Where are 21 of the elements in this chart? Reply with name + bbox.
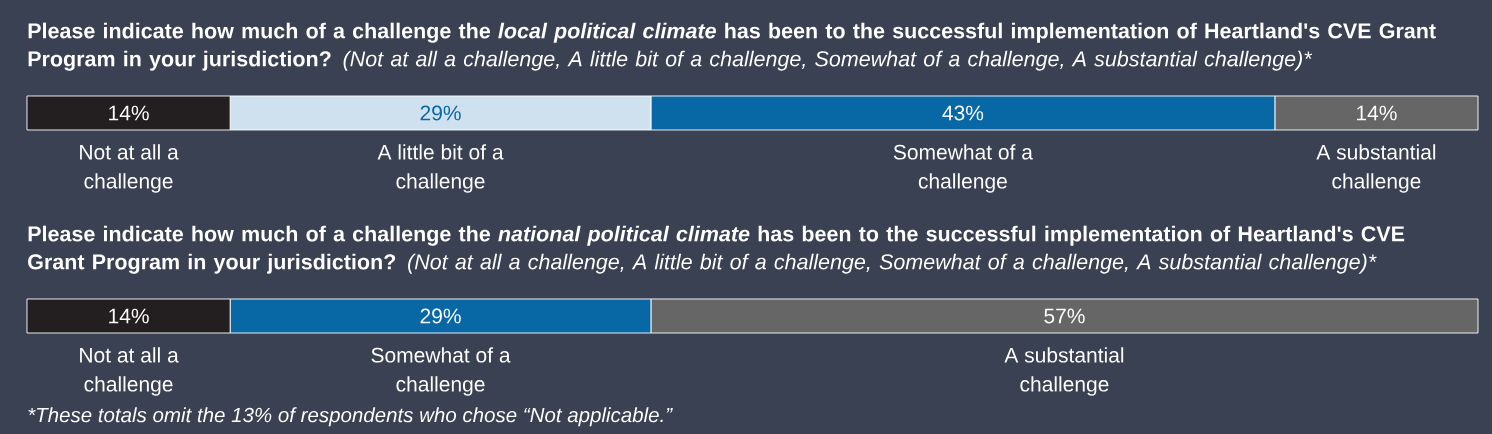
data-label: 14%	[109, 105, 149, 121]
data-label: 14%	[109, 308, 149, 324]
text: *These totals omit the 13% of respondents who chose “Not applicable.”	[28, 407, 673, 427]
series-label: Somewhat of a challenge	[371, 347, 511, 396]
series-label: Not at all a challenge	[80, 347, 179, 396]
data-label: 29%	[420, 308, 461, 324]
series-label: A substantial challenge	[1316, 144, 1436, 193]
series-label: Not at all a challenge	[80, 144, 179, 193]
chart-title: Please indicate how much of a challenge the national political climate has been to the successful implementation of Heartland's CVE	[28, 225, 1405, 246]
data-label: 43%	[942, 105, 984, 121]
data-label: 57%	[1044, 308, 1085, 324]
chart-title: Please indicate how much of a challenge the local political climate has been to the successful implementation of Heartland's CVE Grant	[28, 22, 1436, 43]
chart-title: Grant Program in your jurisdiction?	[28, 253, 396, 274]
chart-subtitle: (Not at all a challenge, A little bit of a challenge, Somewhat of a challenge, A substantial challenge)*	[343, 50, 1313, 71]
data-label: 29%	[420, 105, 461, 121]
chart-title: Program in your jurisdiction?	[28, 50, 331, 71]
series-label: Somewhat of a challenge	[893, 144, 1033, 193]
chart-subtitle: (Not at all a challenge, A little bit of a challenge, Somewhat of a challenge, A substantial challenge)*	[408, 253, 1377, 274]
series-label: A little bit of a challenge	[377, 144, 504, 193]
series-label: A substantial challenge	[1004, 347, 1124, 396]
data-label: 14%	[1357, 105, 1397, 121]
